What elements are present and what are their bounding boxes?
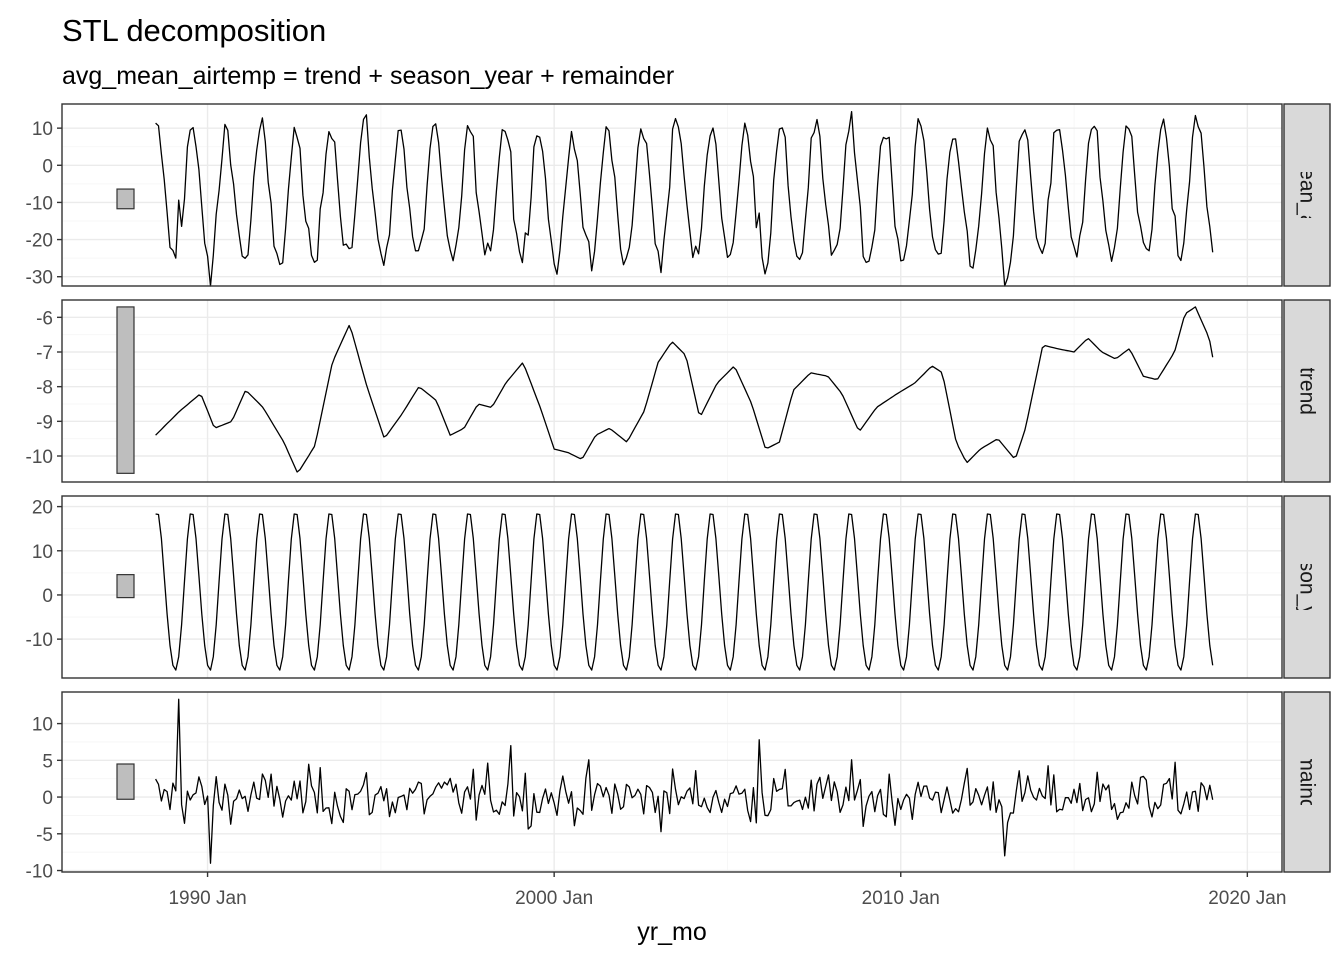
x-tick-label: 2000 Jan [515, 888, 593, 909]
panel-remainder: 10 5 0 -5 -10 remainder [26, 691, 1331, 883]
y-tick-label: 10 [32, 542, 53, 563]
y-tick-label: 10 [32, 715, 53, 736]
scale-bar [116, 188, 135, 210]
strip-label-season_year: season_year [1296, 527, 1319, 647]
y-tick-label: -8 [36, 378, 53, 399]
x-tick-label: 2010 Jan [862, 888, 940, 909]
y-tick-label: 0 [42, 586, 53, 607]
series-line-trend [155, 306, 1214, 473]
y-tick-label: 0 [42, 788, 53, 809]
series-line-season_year [155, 513, 1214, 671]
y-tick-label: -30 [26, 268, 53, 289]
strip-label-remainder: remainder [1296, 735, 1319, 830]
y-tick-label: 0 [42, 156, 53, 177]
y-tick-label: -7 [36, 343, 53, 364]
series-line-remainder [155, 698, 1214, 864]
scale-bar [116, 306, 135, 474]
panel-season_year: 20 10 0 -10 season_year [26, 495, 1331, 679]
panel-border [61, 299, 1283, 483]
facet-panels: 10 0 -10 -20 -30 avg_mean_airtemp -6 -7 -8 -9 -10 t… [26, 103, 1331, 883]
y-tick-label: -10 [26, 862, 53, 883]
strip-label-avg_mean_airtemp: avg_mean_airtemp [1296, 105, 1319, 285]
y-tick-label: -10 [26, 630, 53, 651]
panel-border [61, 691, 1283, 873]
facet-strip [1283, 103, 1331, 287]
panel-avg_mean_airtemp: 10 0 -10 -20 -30 avg_mean_airtemp [26, 103, 1331, 289]
y-tick-label: -5 [36, 825, 53, 846]
facet-strip [1283, 691, 1331, 873]
panel-background [62, 300, 1282, 482]
x-tick-label: 1990 Jan [168, 888, 246, 909]
chart-subtitle: avg_mean_airtemp = trend + season_year +… [62, 62, 674, 90]
facet-strip [1283, 495, 1331, 679]
y-tick-label: -10 [26, 447, 53, 468]
scale-bar [116, 763, 135, 800]
panel-background [62, 496, 1282, 678]
y-tick-label: -20 [26, 231, 53, 252]
y-tick-label: -9 [36, 412, 53, 433]
strip-label-trend: trend [1296, 367, 1319, 415]
y-tick-label: -6 [36, 308, 53, 329]
chart-title: STL decomposition [62, 13, 326, 48]
y-tick-label: 10 [32, 119, 53, 140]
x-tick-label: 2020 Jan [1208, 888, 1286, 909]
y-tick-label: -10 [26, 193, 53, 214]
panel-trend: -6 -7 -8 -9 -10 trend [26, 299, 1331, 483]
panel-border [61, 495, 1283, 679]
x-axis-label: yr_mo [637, 918, 706, 946]
panel-border [61, 103, 1283, 287]
y-tick-label: 20 [32, 498, 53, 519]
scale-bar [116, 574, 135, 599]
facet-strip [1283, 299, 1331, 483]
y-tick-label: 5 [42, 751, 53, 772]
series-line-avg_mean_airtemp [155, 110, 1214, 287]
x-axis: 1990 Jan 2000 Jan 2010 Jan 2020 Jan [168, 872, 1286, 909]
